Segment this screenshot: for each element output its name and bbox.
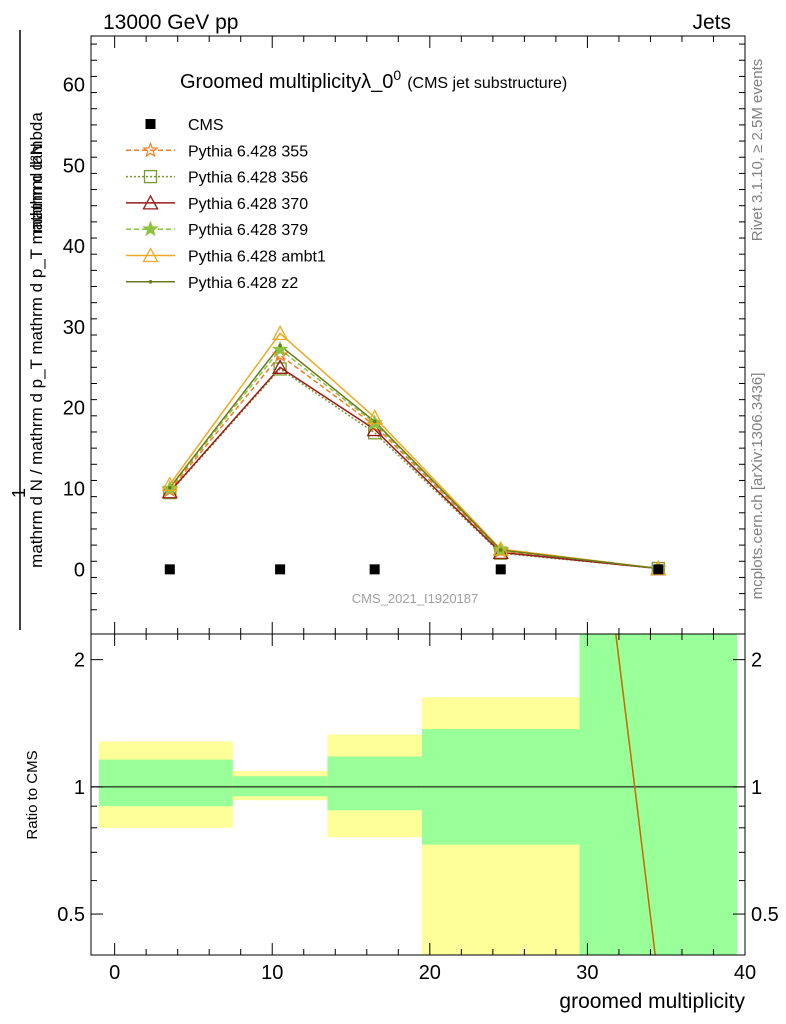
triangle-marker <box>492 540 509 556</box>
chart-title: Groomed multiplicityλ_00 (CMS jet substru… <box>180 67 567 93</box>
main-ytick-labels: 0 10 20 30 40 50 60 <box>63 74 85 581</box>
xtick-label: 40 <box>734 962 756 984</box>
ytick-label: 40 <box>63 236 85 258</box>
star-marker <box>271 346 289 363</box>
legend-entry: Pythia 6.428 379 <box>126 220 308 239</box>
ratio-ylabel: Ratio to CMS <box>24 750 41 839</box>
square-marker <box>273 362 287 376</box>
ratio-ytick-label-left: 1 <box>74 777 85 799</box>
ratio-ytick-label-left: 2 <box>74 650 85 672</box>
cms-marker <box>275 564 286 575</box>
ratio-ytick-label-right: 1 <box>751 777 762 799</box>
square-marker <box>143 169 158 184</box>
star-marker <box>142 141 159 158</box>
cms-marker <box>369 564 380 575</box>
triangle-marker <box>366 421 383 437</box>
ylabel-numerator: mathrm d²N <box>27 143 46 233</box>
legend-entry: Pythia 6.428 z2 <box>126 275 298 292</box>
ylabel-denominator: mathrm d N / mathrm d p_T mathrm d p_T m… <box>27 112 46 568</box>
main-ticks <box>91 36 746 634</box>
ytick-label: 20 <box>63 398 85 420</box>
energy-label: 13000 GeV pp <box>103 11 238 34</box>
legend-label: Pythia 6.428 z2 <box>188 275 298 292</box>
triangle-marker <box>272 325 289 341</box>
triangle-marker <box>161 476 178 492</box>
ratio-frame <box>90 633 746 956</box>
series-line <box>169 332 659 570</box>
xtick-label: 0 <box>109 962 120 984</box>
ratio-bands <box>98 634 738 955</box>
ratio-ytick-label-left: 0.5 <box>57 904 85 926</box>
ytick-label: 10 <box>63 479 85 501</box>
green-band <box>579 634 738 955</box>
ratio-tick-labels: 0.5 0.51 12 20 10 20 30 40 <box>57 650 779 984</box>
triangle-marker <box>272 358 289 374</box>
dot-marker <box>498 548 503 552</box>
ytick-label: 60 <box>63 74 85 96</box>
cms-marker <box>653 564 664 575</box>
triangle-marker <box>142 247 159 263</box>
legend-label: Pythia 6.428 379 <box>188 222 308 239</box>
dot-marker <box>278 343 282 348</box>
star-marker <box>142 220 159 237</box>
xtick-label: 10 <box>261 962 283 984</box>
process-label: Jets <box>692 11 731 34</box>
chart-title-main: Groomed multiplicityλ_0 <box>180 71 393 93</box>
main-series-lines <box>169 332 659 570</box>
chart-title-suffix: (CMS jet substructure) <box>407 75 567 92</box>
legend-entry: Pythia 6.428 356 <box>126 170 308 187</box>
dot-marker <box>372 419 377 424</box>
chart-title-sup: 0 <box>393 67 401 83</box>
green-band <box>327 756 422 811</box>
dot-marker <box>148 280 153 284</box>
legend-label: Pythia 6.428 ambt1 <box>188 249 326 266</box>
ytick-label: 50 <box>63 155 85 177</box>
legend-label: Pythia 6.428 370 <box>188 196 308 213</box>
green-band <box>232 776 328 797</box>
legend-entry: Pythia 6.428 ambt1 <box>126 247 326 266</box>
cms-marker <box>145 119 156 129</box>
xlabel: groomed multiplicity <box>559 990 745 1013</box>
legend-label: CMS <box>188 117 224 134</box>
green-band <box>98 759 233 807</box>
main-ylabel: 1 mathrm d²N mathrm d N / mathrm d p_T m… <box>9 30 46 630</box>
legend-entry: CMS <box>145 117 224 134</box>
ratio-series-line <box>615 633 656 956</box>
ratio-ytick-label-right: 0.5 <box>751 904 779 926</box>
triangle-marker <box>142 194 159 210</box>
cms-marker <box>164 564 175 575</box>
legend: CMS Pythia 6.428 355 Pythia 6.428 356 Pythi… <box>126 117 326 292</box>
watermark: CMS_2021_I1920187 <box>352 591 479 606</box>
dot-marker <box>167 485 172 490</box>
xtick-label: 30 <box>576 962 598 984</box>
series-line <box>169 366 659 570</box>
star-marker <box>271 340 289 357</box>
triangle-marker <box>366 409 383 425</box>
main-markers <box>161 325 667 576</box>
ylabel-one: 1 <box>9 488 29 498</box>
ytick-label: 30 <box>63 317 85 339</box>
legend-entry: Pythia 6.428 355 <box>126 141 308 160</box>
rivet-label: Rivet 3.1.10, ≥ 2.5M events <box>749 59 766 242</box>
cms-marker <box>495 564 506 575</box>
ratio-ytick-label-right: 2 <box>751 650 762 672</box>
legend-entry: Pythia 6.428 370 <box>126 194 308 213</box>
legend-label: Pythia 6.428 356 <box>188 170 308 187</box>
series-line <box>169 344 659 570</box>
ratio-ticks <box>91 634 746 956</box>
mcplots-label: mcplots.cern.ch [arXiv:1306.3436] <box>749 373 766 600</box>
xtick-label: 20 <box>419 962 441 984</box>
ytick-label: 0 <box>74 559 85 581</box>
legend-label: Pythia 6.428 355 <box>188 143 308 160</box>
